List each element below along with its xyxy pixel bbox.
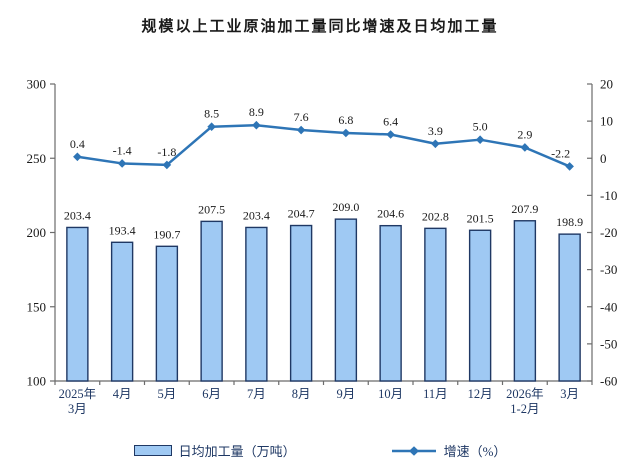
line-marker [565,162,574,171]
right-axis-label: -50 [600,336,617,351]
bar-value-label: 204.6 [377,207,404,221]
x-axis-label: 2026年 1-2月 [506,387,544,416]
line-marker [117,159,127,168]
line-marker [520,143,530,152]
right-axis-label: -10 [600,188,617,203]
line-value-label: 5.0 [473,120,488,134]
line-marker [162,160,172,170]
x-axis-label: 6月 [202,387,221,401]
x-axis-label: 3月 [560,387,579,401]
line-value-label: -1.4 [113,143,132,157]
bar-value-label: 202.8 [422,209,449,223]
bar-swatch-icon [133,445,172,456]
bar [110,241,134,382]
bar [155,245,179,382]
line-value-label: -1.8 [157,145,176,159]
bar [468,229,492,382]
bar-value-label: 207.5 [198,202,225,216]
line-marker [431,139,440,149]
bar [334,218,358,382]
bar-value-label: 207.9 [511,202,538,216]
x-axis-label: 11月 [423,387,448,401]
right-axis-label: -30 [600,262,617,277]
bar [289,224,313,382]
line-marker [341,128,351,138]
left-axis-label: 200 [27,225,47,240]
line-value-label: 8.5 [204,107,219,121]
line-marker [386,130,395,139]
right-axis-label: 20 [600,77,613,92]
x-axis-label: 10月 [378,387,403,401]
growth-line [77,123,571,168]
line-marker [73,152,82,162]
bar-value-label: 201.5 [467,211,494,225]
line-value-label: 3.9 [428,124,443,138]
bar [513,220,537,382]
bar-value-label: 190.7 [153,227,180,241]
left-axis-label: 250 [27,151,47,166]
line-marker [207,122,216,131]
line-value-label: 7.6 [294,110,309,124]
legend-item-line: 增速（%） [391,441,507,460]
left-axis-label: 100 [27,374,47,389]
legend: 日均加工量（万吨） 增速（%） [0,441,640,460]
bar [558,233,581,382]
right-axis-label: 10 [600,114,613,129]
line-value-label: 8.9 [249,105,264,119]
x-axis-label: 12月 [468,387,493,401]
line-marker [475,135,485,144]
bar [379,224,402,382]
x-axis-label: 2025年 3月 [59,387,97,416]
line-marker [296,125,306,135]
legend-item-bar: 日均加工量（万吨） [133,441,296,460]
combo-chart: 100 150 200 250 300 -60 -50 -40 -30 -20 -10 0 10 20 20… [27,77,618,417]
bar [424,227,447,382]
legend-line-label: 增速（%） [443,444,507,459]
right-axis-label: -40 [600,299,617,314]
bar-value-label: 198.9 [556,215,583,229]
bar-value-label: 203.4 [243,208,270,222]
bar-value-label: 193.4 [109,223,136,237]
bar-value-label: 203.4 [64,208,91,222]
left-axis-label: 150 [27,299,47,314]
right-axis-label: 0 [600,151,607,166]
x-axis-label: 7月 [247,387,266,401]
line-marker-icon [391,445,437,457]
line-value-label: -2.2 [551,146,570,160]
right-axis-label: -60 [600,374,617,389]
x-axis-label: 5月 [157,387,176,401]
left-axis-label: 300 [27,77,47,92]
x-axis-label: 9月 [336,387,355,401]
line-marker [252,120,261,130]
right-axis-label: -20 [600,225,617,240]
bar-value-label: 204.7 [288,207,315,221]
bar [245,226,268,382]
line-value-label: 0.4 [70,137,85,151]
bar [66,226,89,382]
line-value-label: 2.9 [517,127,532,141]
x-axis-label: 8月 [292,387,311,401]
legend-bar-label: 日均加工量（万吨） [178,444,296,459]
chart-title: 规模以上工业原油加工量同比增速及日均加工量 [141,18,499,35]
bar [200,220,223,382]
x-axis-label: 4月 [113,387,132,401]
line-value-label: 6.4 [383,114,398,128]
bar-value-label: 209.0 [332,200,359,214]
line-value-label: 6.8 [338,113,353,127]
